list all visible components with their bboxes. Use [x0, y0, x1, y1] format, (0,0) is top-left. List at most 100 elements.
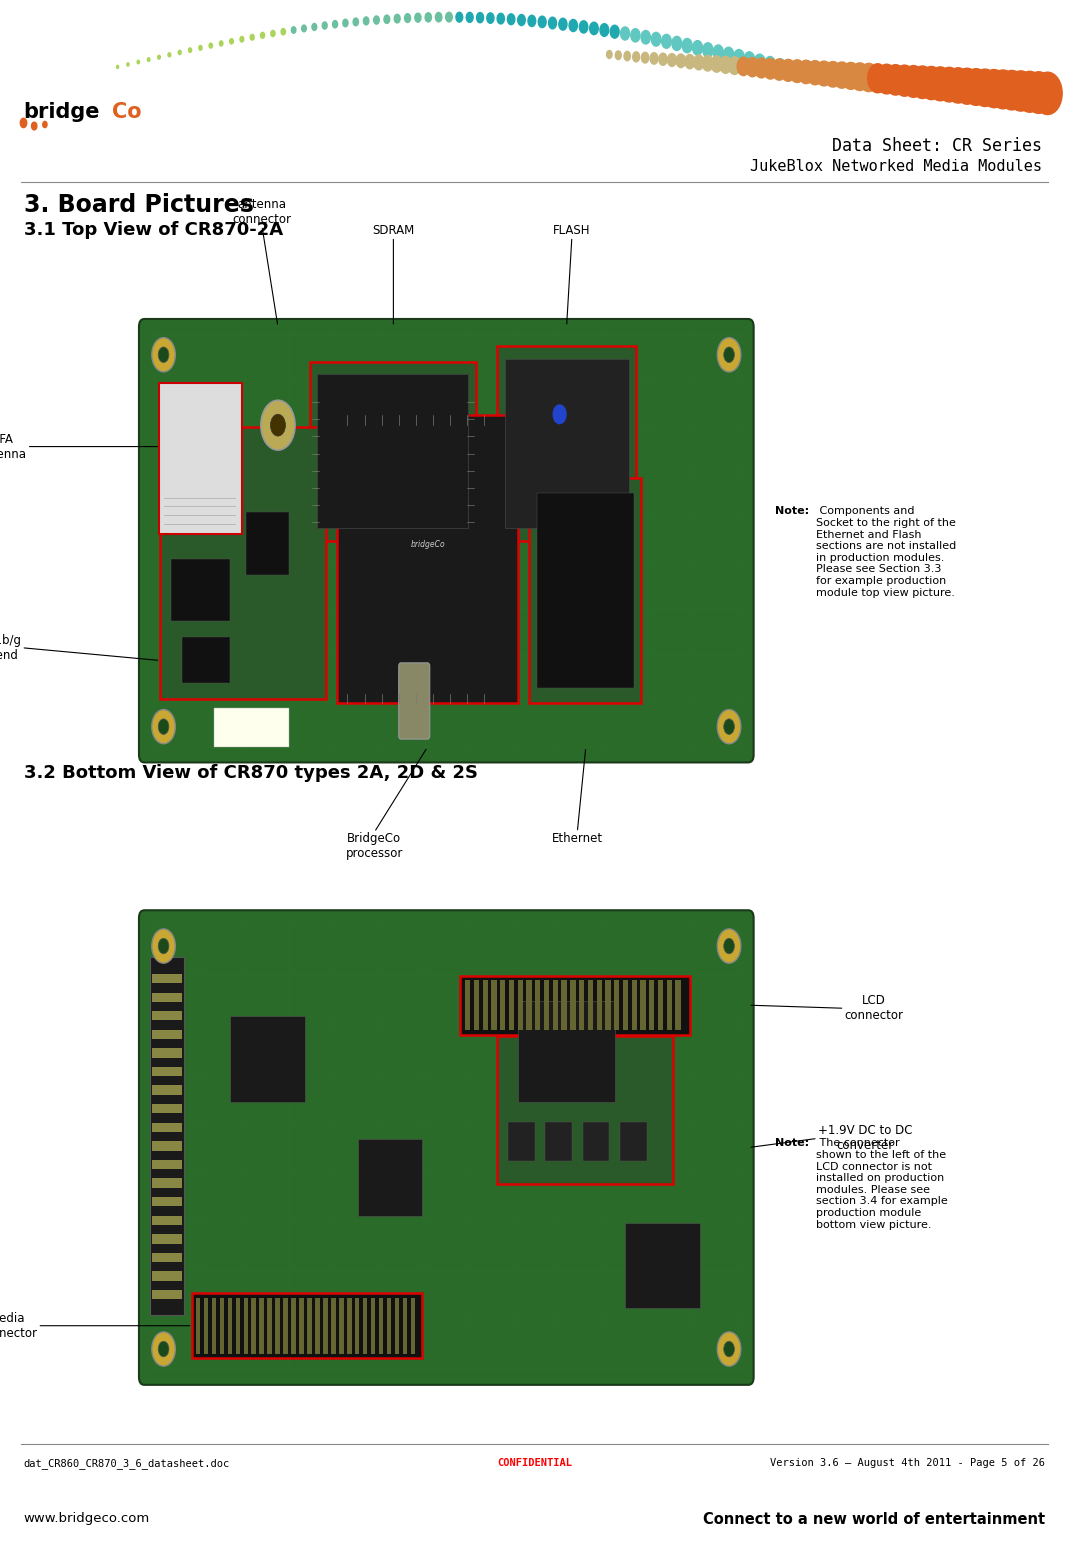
Bar	[505, 359, 629, 529]
Circle shape	[363, 17, 369, 25]
Circle shape	[569, 20, 577, 31]
Bar	[299, 1298, 304, 1354]
Circle shape	[816, 61, 833, 86]
Circle shape	[579, 20, 588, 33]
Circle shape	[1016, 72, 1043, 112]
Circle shape	[137, 61, 139, 64]
Circle shape	[1007, 72, 1035, 110]
Circle shape	[616, 51, 621, 59]
Text: Note:: Note:	[775, 507, 809, 517]
Circle shape	[477, 12, 483, 23]
Circle shape	[717, 710, 741, 744]
Circle shape	[261, 400, 295, 450]
Circle shape	[497, 14, 505, 23]
Bar	[214, 708, 289, 747]
Bar	[570, 980, 575, 1030]
Bar	[267, 1298, 272, 1354]
Circle shape	[435, 12, 441, 22]
Circle shape	[963, 68, 989, 106]
Circle shape	[775, 59, 786, 75]
Circle shape	[859, 64, 879, 92]
Bar	[517, 980, 523, 1030]
Bar	[465, 980, 470, 1030]
Bar	[508, 1122, 534, 1161]
Bar	[152, 1215, 182, 1225]
Circle shape	[292, 26, 296, 33]
Text: dat_CR860_CR870_3_6_datasheet.doc: dat_CR860_CR870_3_6_datasheet.doc	[24, 1458, 230, 1469]
Circle shape	[590, 22, 599, 34]
Circle shape	[972, 68, 997, 106]
Circle shape	[633, 51, 639, 62]
Circle shape	[239, 36, 244, 42]
Circle shape	[981, 70, 1007, 107]
Circle shape	[659, 53, 667, 65]
Bar	[544, 980, 549, 1030]
FancyBboxPatch shape	[159, 383, 242, 534]
Circle shape	[702, 56, 713, 72]
Circle shape	[763, 59, 777, 79]
Bar	[545, 1122, 572, 1161]
Text: Data Sheet: CR Series: Data Sheet: CR Series	[833, 137, 1042, 156]
Bar	[230, 1016, 305, 1102]
Circle shape	[719, 56, 731, 73]
Bar	[620, 1122, 647, 1161]
Text: +1.9V DC to DC
converter: +1.9V DC to DC converter	[818, 1125, 912, 1153]
Text: Components and
Socket to the right of the
Ethernet and Flash
sections are not in: Components and Socket to the right of th…	[816, 507, 956, 598]
Bar	[339, 1298, 343, 1354]
Bar	[583, 1122, 609, 1161]
Circle shape	[724, 47, 733, 62]
Bar	[640, 980, 646, 1030]
Text: FLASH: FLASH	[553, 224, 591, 237]
Bar	[482, 980, 487, 1030]
Circle shape	[717, 338, 741, 372]
Circle shape	[724, 719, 734, 734]
Circle shape	[250, 34, 254, 40]
Circle shape	[631, 28, 640, 42]
Circle shape	[446, 12, 452, 22]
FancyBboxPatch shape	[399, 663, 430, 739]
Text: Co: Co	[112, 103, 142, 121]
Circle shape	[415, 12, 421, 22]
Circle shape	[799, 61, 815, 84]
Circle shape	[554, 405, 567, 423]
Text: 3. Board Pictures: 3. Board Pictures	[24, 193, 253, 218]
Text: www.bridgeco.com: www.bridgeco.com	[24, 1512, 150, 1525]
Circle shape	[152, 338, 175, 372]
Bar	[379, 1298, 384, 1354]
Circle shape	[677, 54, 685, 67]
Bar	[235, 1298, 239, 1354]
Bar	[152, 1049, 182, 1058]
Bar	[387, 1298, 391, 1354]
Circle shape	[148, 58, 150, 61]
Bar	[474, 980, 479, 1030]
Bar	[500, 980, 506, 1030]
Circle shape	[32, 121, 36, 131]
Bar	[251, 1298, 255, 1354]
Circle shape	[841, 62, 861, 89]
Circle shape	[662, 34, 671, 48]
Circle shape	[1024, 72, 1053, 114]
Bar	[219, 1298, 223, 1354]
Circle shape	[694, 54, 703, 70]
Circle shape	[998, 70, 1025, 110]
Text: Version 3.6 – August 4th 2011 - Page 5 of 26: Version 3.6 – August 4th 2011 - Page 5 o…	[771, 1458, 1045, 1467]
Circle shape	[517, 14, 525, 25]
Circle shape	[885, 65, 907, 95]
Bar	[315, 1298, 320, 1354]
Circle shape	[641, 31, 650, 44]
Circle shape	[651, 33, 661, 47]
Text: Note:: Note:	[775, 1139, 809, 1148]
Circle shape	[728, 56, 741, 75]
Circle shape	[833, 62, 851, 89]
Text: bridge: bridge	[24, 103, 100, 121]
Bar	[152, 1178, 182, 1187]
Circle shape	[667, 53, 677, 67]
Bar	[152, 1234, 182, 1243]
Text: Media
connector: Media connector	[0, 1312, 37, 1340]
Circle shape	[911, 65, 933, 98]
Bar	[152, 1159, 182, 1169]
Bar	[152, 1271, 182, 1281]
Text: 3.1 Top View of CR870-2A: 3.1 Top View of CR870-2A	[24, 221, 282, 240]
Bar	[276, 1298, 280, 1354]
Circle shape	[780, 59, 795, 81]
